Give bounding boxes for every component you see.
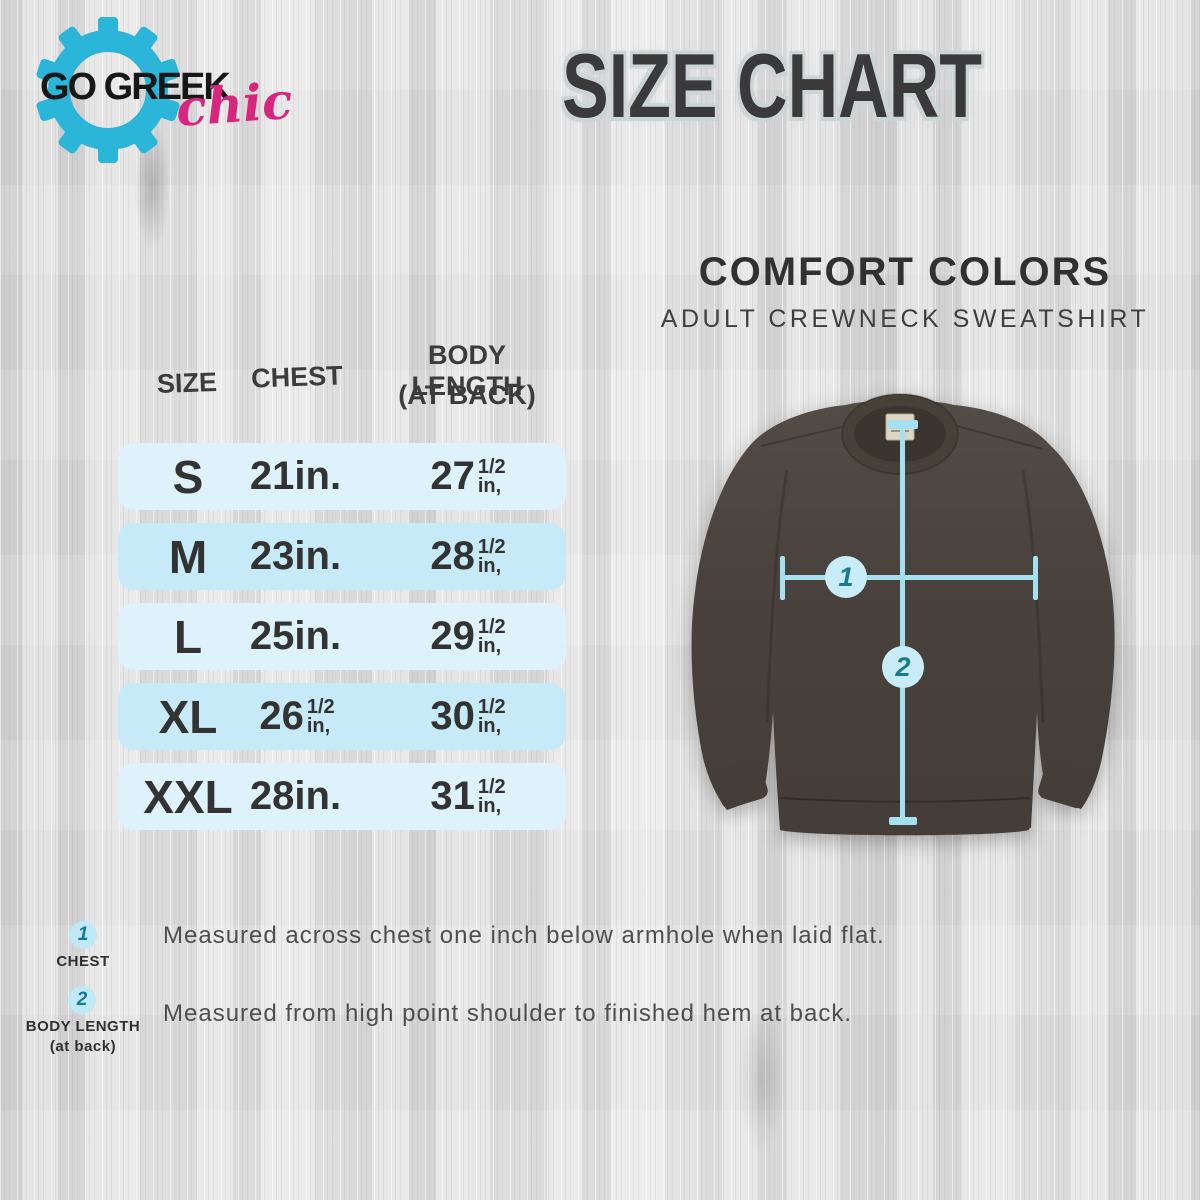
table-row-xl: XL 26 1/2 in, 30 1/2 in, xyxy=(118,683,566,750)
legend-marker-chest: 1 xyxy=(69,921,97,949)
body-length-measure-line xyxy=(900,424,905,822)
column-header-body-length: BODY LENGTH xyxy=(411,340,523,401)
body-length-cell: 27 1/2 in, xyxy=(430,454,506,498)
table-row-xxl: XXL 28in. 31 1/2 in, xyxy=(118,763,566,830)
gear-icon xyxy=(36,17,180,163)
size-cell: XXL xyxy=(143,770,233,823)
table-row-l: L 25in. 29 1/2 in, xyxy=(118,603,566,670)
legend-label-body-length-sub: (at back) xyxy=(49,1038,117,1055)
size-cell: L xyxy=(173,610,203,663)
legend-label-chest: CHEST xyxy=(56,953,110,970)
chest-cell: 26 1/2 in, xyxy=(259,694,335,738)
chest-cell: 25in. xyxy=(249,614,342,658)
product-name: ADULT CREWNECK SWEATSHIRT xyxy=(660,305,1150,333)
chest-measure-cap-left xyxy=(780,556,785,600)
chest-measure-cap-right xyxy=(1033,556,1038,600)
column-header-size: SIZE xyxy=(156,366,218,400)
body-length-cap-top xyxy=(888,420,918,429)
chest-cell: 21in. xyxy=(249,454,342,498)
size-cell: S xyxy=(172,450,204,503)
chest-measure-line xyxy=(783,575,1036,580)
table-row-m: M 23in. 28 1/2 in, xyxy=(118,523,566,590)
legend-marker-body-length: 2 xyxy=(68,986,96,1014)
body-length-cell: 28 1/2 in, xyxy=(430,534,506,578)
body-length-cell: 30 1/2 in, xyxy=(430,694,506,738)
column-header-chest: CHEST xyxy=(250,360,344,394)
product-brand: COMFORT COLORS xyxy=(698,250,1112,294)
page-title: SIZE CHART xyxy=(562,35,982,137)
legend-label-body-length: BODY LENGTH xyxy=(25,1018,141,1035)
marker-body-length: 2 xyxy=(882,646,924,688)
body-length-cell: 29 1/2 in, xyxy=(430,614,506,658)
marker-chest: 1 xyxy=(825,556,867,598)
chest-cell: 28in. xyxy=(249,774,342,818)
logo-brand-text: GO GREEK xyxy=(40,66,231,108)
logo-accent-text: chic xyxy=(174,70,295,138)
legend-description-body-length: Measured from high point shoulder to fin… xyxy=(163,1000,853,1027)
chest-cell: 23in. xyxy=(249,534,342,578)
legend-description-chest: Measured across chest one inch below arm… xyxy=(163,922,885,949)
size-cell: M xyxy=(168,530,208,583)
size-cell: XL xyxy=(158,690,218,743)
column-header-body-length-sub: (AT BACK) xyxy=(398,380,536,410)
body-length-cell: 31 1/2 in, xyxy=(430,774,506,818)
body-length-cap-bottom xyxy=(889,817,917,825)
table-row-s: S 21in. 27 1/2 in, xyxy=(118,443,566,510)
